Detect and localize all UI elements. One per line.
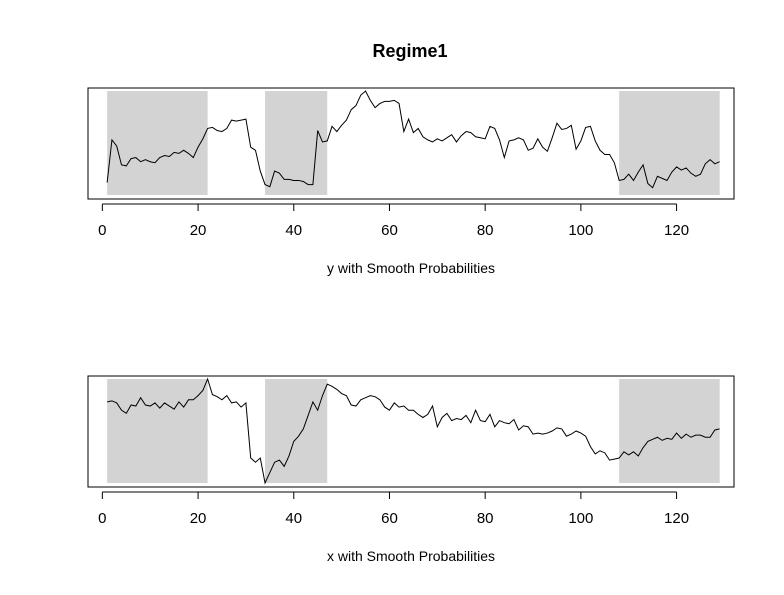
series-line [107, 377, 720, 485]
regime-shade-band [107, 91, 208, 195]
x-tick-label: 20 [190, 222, 207, 239]
regime-shade-band [619, 379, 720, 483]
x-tick-label: 20 [190, 510, 207, 527]
plot-frame [87, 375, 735, 488]
x-tick-label: 80 [477, 222, 494, 239]
bottom-panel-x: 0 20 40 60 80 100 120 x with Smooth Probabiliti… [87, 375, 735, 564]
x-tick-label: 100 [568, 222, 593, 239]
regime-shade-band [265, 379, 328, 483]
regime-shade-band [107, 379, 208, 483]
x-tick-label: 80 [477, 510, 494, 527]
top-panel-y: 0 20 40 60 80 100 120 y with Smooth Probabiliti… [87, 87, 735, 276]
x-tick-label: 40 [285, 510, 302, 527]
regime-shade-band [265, 91, 328, 195]
x-tick-label: 0 [98, 222, 106, 239]
plot-frame [87, 87, 735, 200]
figure-title: Regime1 [372, 41, 447, 61]
series-line [106, 90, 720, 189]
regime-shade-band [619, 91, 720, 195]
x-tick-label: 100 [568, 510, 593, 527]
x-tick-label: 120 [664, 222, 689, 239]
x-axis-title: x with Smooth Probabilities [327, 548, 495, 564]
x-tick-label: 60 [381, 222, 398, 239]
x-axis-title: y with Smooth Probabilities [327, 260, 495, 276]
x-tick-label: 120 [664, 510, 689, 527]
x-tick-label: 60 [381, 510, 398, 527]
x-tick-label: 0 [98, 510, 106, 527]
x-tick-label: 40 [285, 222, 302, 239]
